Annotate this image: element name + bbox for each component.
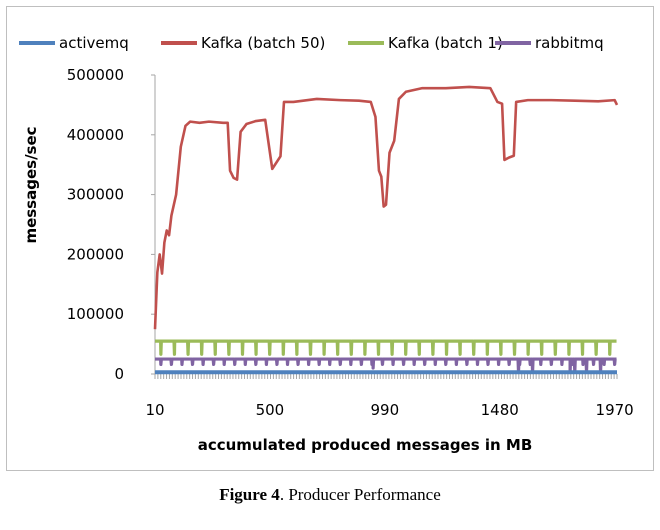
figure-title: . Producer Performance xyxy=(279,485,441,504)
y-tick-label-3: 300000 xyxy=(67,186,124,204)
y-tick-label-1: 100000 xyxy=(67,305,124,323)
x-tick-label-0: 10 xyxy=(145,401,164,419)
y-tick-label-2: 200000 xyxy=(67,245,124,263)
series-line-1 xyxy=(153,85,619,330)
chart-svg: activemq Kafka (batch 50) Kafka (batch 1) r… xyxy=(19,34,634,454)
x-tick-label-2: 990 xyxy=(371,401,400,419)
x-tick-label-3: 1480 xyxy=(481,401,519,419)
x-axis-tick-marks xyxy=(154,374,618,379)
chart-frame: activemq Kafka (batch 50) Kafka (batch 1) r… xyxy=(6,6,654,471)
legend-label-0: activemq xyxy=(59,34,129,52)
figure-caption: Figure 4. Producer Performance xyxy=(0,485,660,505)
y-axis-ticks: 0 100000 200000 300000 400000 500000 xyxy=(67,66,124,383)
series-line-3 xyxy=(154,357,617,374)
legend-label-1: Kafka (batch 50) xyxy=(201,34,325,52)
x-tick-label-1: 500 xyxy=(256,401,285,419)
y-tick-label-5: 500000 xyxy=(67,66,124,84)
figure-number: Figure 4 xyxy=(219,485,280,504)
plot-area xyxy=(151,74,619,379)
y-tick-label-4: 400000 xyxy=(67,126,124,144)
x-axis-ticks: 10 500 990 1480 1970 xyxy=(145,401,633,419)
x-axis-title: accumulated produced messages in MB xyxy=(198,436,533,454)
legend: activemq Kafka (batch 50) Kafka (batch 1) r… xyxy=(19,34,604,52)
y-tick-label-0: 0 xyxy=(114,365,124,383)
series-line-2 xyxy=(154,339,617,356)
legend-label-3: rabbitmq xyxy=(535,34,604,52)
y-axis-title: messages/sec xyxy=(22,126,40,243)
x-tick-label-4: 1970 xyxy=(596,401,634,419)
legend-label-2: Kafka (batch 1) xyxy=(388,34,503,52)
